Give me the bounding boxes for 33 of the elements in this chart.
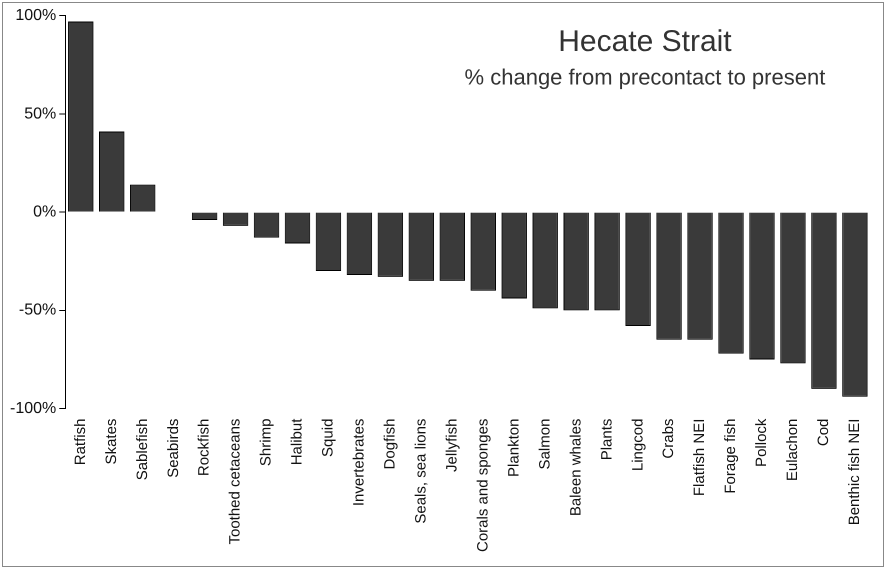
x-tick-label: Squid — [320, 418, 337, 457]
x-tick-label: Crabs — [660, 418, 678, 459]
x-tick-label: Eulachon — [784, 418, 802, 482]
x-tick-label: Forage fish — [722, 418, 740, 494]
x-tick-label: Seals, sea lions — [412, 418, 430, 524]
x-tick-label: Corals and sponges — [474, 418, 492, 552]
x-tick-label: Baleen whales — [567, 418, 584, 516]
text: % change from precontact to present — [464, 64, 826, 90]
y-tick-label: 0% — [33, 203, 56, 220]
x-tick-label: Lingcod — [629, 418, 646, 472]
x-tick-label: Cod — [815, 418, 832, 446]
x-tick-label: Seabirds — [164, 418, 182, 478]
x-tick-label: Pollock — [753, 418, 770, 467]
x-tick-label: Benthic fish NEI — [846, 418, 864, 526]
x-tick-label: Dogfish — [382, 418, 399, 470]
x-tick-label: Skates — [102, 418, 120, 464]
y-tick-label: -50% — [18, 302, 56, 319]
x-tick-label: Sablefish — [134, 418, 151, 480]
x-tick-label: Toothed cetaceans — [226, 418, 244, 545]
y-tick-label: -100% — [10, 400, 56, 417]
y-tick-label: 100% — [15, 7, 56, 24]
x-tick-label: Salmon — [536, 418, 554, 470]
x-tick-label: Plants — [598, 418, 616, 460]
chart-title: Hecate Strait — [558, 24, 732, 58]
x-tick-label: Invertebrates — [350, 418, 368, 506]
x-tick-label: Flatfish NEI — [691, 418, 708, 496]
x-tick-label: Rockfish — [196, 418, 213, 476]
x-tick-label: Plankton — [505, 418, 522, 477]
x-tick-label: Ratfish — [72, 418, 89, 466]
y-tick-label: 50% — [24, 105, 56, 122]
x-tick-label: Shrimp — [258, 418, 275, 466]
x-tick-label: Halibut — [288, 418, 306, 466]
x-tick-label: Jellyfish — [443, 418, 460, 472]
